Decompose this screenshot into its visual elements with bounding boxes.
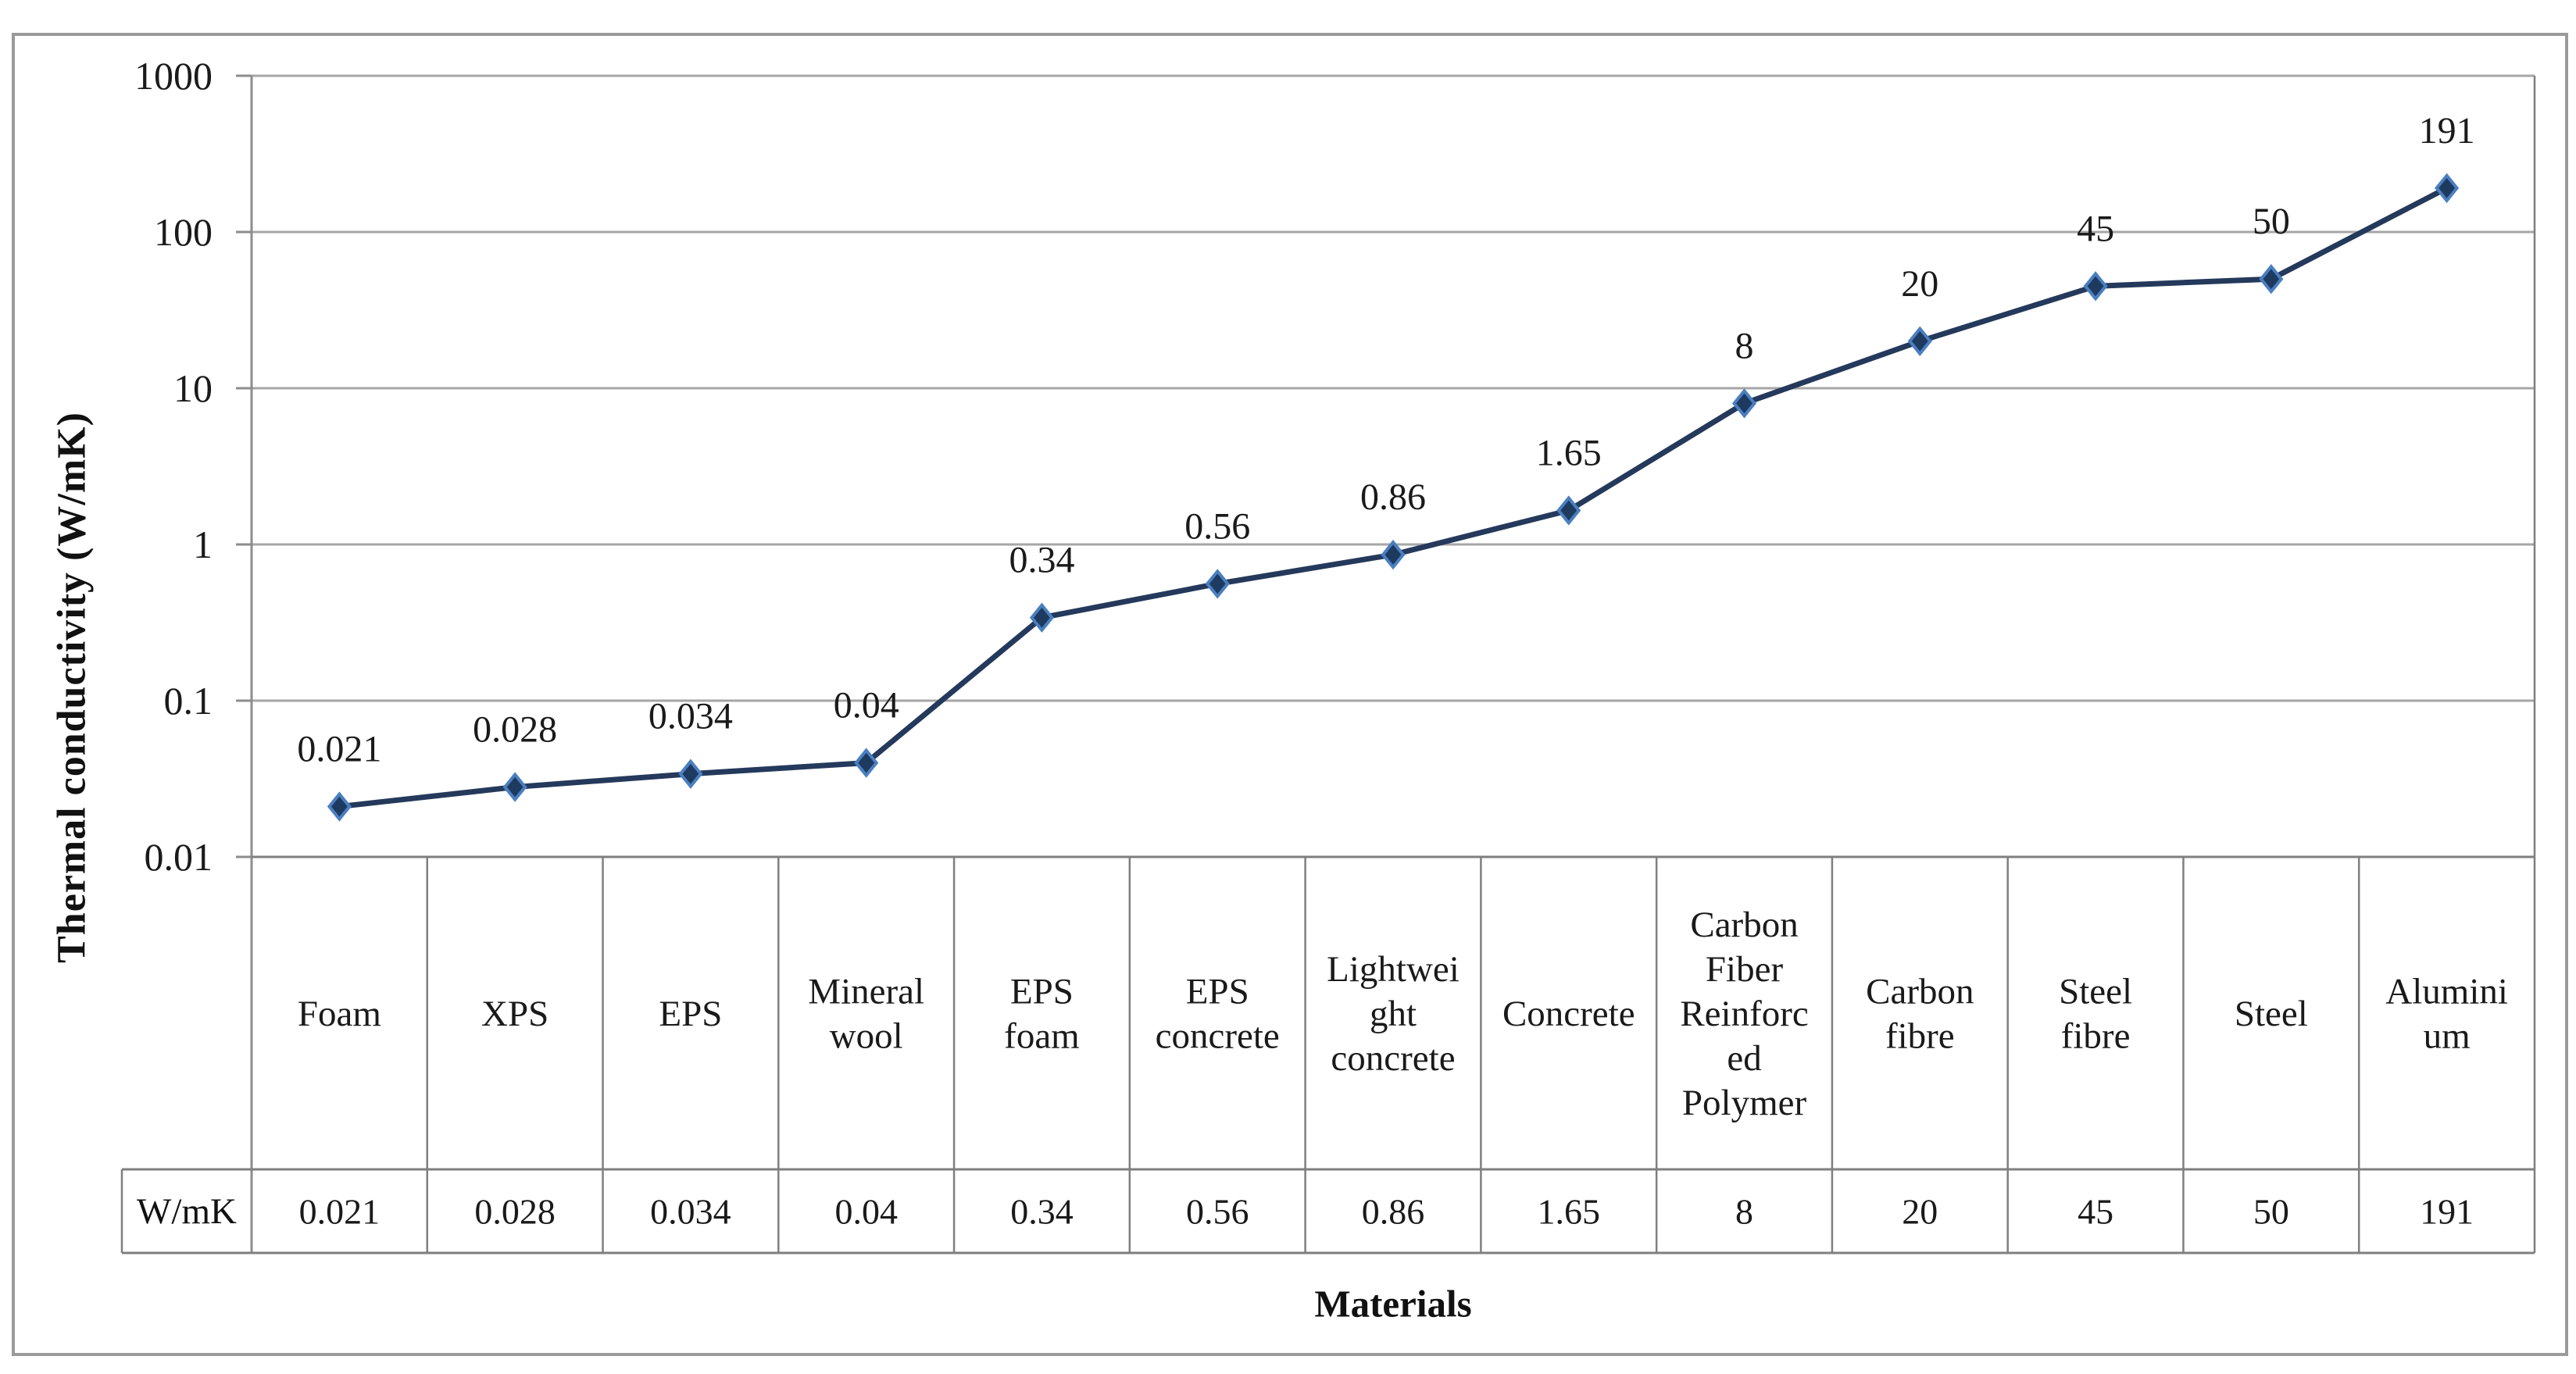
x-axis-title: Materials (1314, 1282, 1472, 1326)
table-value: 0.021 (299, 1192, 381, 1232)
y-tick-label: 1 (193, 523, 213, 566)
data-point-marker (2083, 271, 2108, 302)
data-point-marker (1381, 539, 1406, 570)
data-point-marker (327, 791, 352, 822)
data-point-marker (678, 758, 703, 789)
data-point-marker (1205, 569, 1230, 599)
category-label: Carbon fibre (1866, 972, 1974, 1057)
y-tick-label: 100 (154, 210, 213, 254)
data-point-marker (1029, 602, 1055, 633)
table-value: 191 (2420, 1192, 2474, 1232)
category-label: Lightwei ght concrete (1327, 949, 1459, 1079)
y-tick-label: 10 (173, 366, 213, 410)
data-point-marker (1556, 495, 1581, 526)
figure-border (12, 33, 2568, 1356)
table-value: 8 (1735, 1192, 1753, 1232)
data-point-label: 8 (1735, 325, 1754, 366)
y-axis-title: Thermal conductivity (W/mK) (49, 412, 95, 963)
table-value: 20 (1902, 1192, 1938, 1232)
data-point-label: 45 (2077, 208, 2114, 249)
category-label: Mineral wool (808, 972, 924, 1057)
data-point-label: 0.04 (834, 685, 899, 726)
data-point-marker (1731, 388, 1757, 419)
table-value: 1.65 (1538, 1192, 1601, 1232)
category-label: Carbon Fiber Reinforc ed Polymer (1680, 905, 1808, 1123)
category-label: Steel fibre (2059, 972, 2132, 1057)
category-label: Concrete (1502, 994, 1635, 1034)
table-value: 0.86 (1362, 1192, 1425, 1232)
data-point-label: 191 (2419, 110, 2475, 152)
category-label: Steel (2235, 994, 2308, 1034)
data-point-label: 0.86 (1360, 476, 1426, 518)
table-value: 0.34 (1010, 1192, 1074, 1232)
table-value: 0.034 (650, 1192, 731, 1232)
table-row-header: W/mK (137, 1190, 237, 1232)
table-value: 0.04 (834, 1192, 898, 1232)
table-value: 0.028 (474, 1192, 556, 1232)
y-tick-label: 1000 (134, 54, 213, 98)
data-point-marker (1907, 326, 1932, 356)
category-label: EPS (659, 994, 722, 1034)
data-point-label: 0.028 (473, 709, 557, 751)
y-tick-label: 0.1 (164, 679, 213, 723)
data-point-marker (2435, 173, 2460, 203)
data-point-marker (2259, 264, 2284, 294)
table-value: 50 (2253, 1192, 2289, 1232)
data-point-marker (854, 748, 879, 778)
data-point-marker (502, 772, 527, 802)
data-point-label: 0.034 (648, 696, 733, 737)
data-point-label: 1.65 (1536, 433, 1602, 474)
y-tick-label: 0.01 (145, 835, 213, 879)
table-value: 0.56 (1186, 1192, 1249, 1232)
data-point-label: 0.34 (1009, 540, 1074, 581)
category-label: XPS (481, 994, 548, 1034)
category-label: EPS concrete (1156, 972, 1280, 1057)
category-label: EPS foam (1004, 972, 1080, 1057)
category-label: Alumini um (2385, 972, 2508, 1057)
data-point-label: 20 (1901, 263, 1938, 305)
table-value: 45 (2078, 1192, 2113, 1232)
data-point-label: 0.56 (1184, 505, 1250, 547)
data-point-label: 0.021 (297, 729, 381, 770)
data-point-label: 50 (2253, 201, 2290, 242)
category-label: Foam (298, 994, 381, 1034)
